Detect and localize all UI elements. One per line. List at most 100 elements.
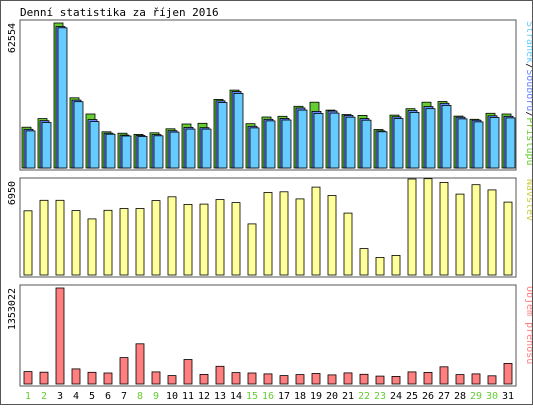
x-tick-label: 3: [57, 391, 63, 402]
bar-1-3-day-16: [265, 120, 276, 169]
x-tick-label: 25: [406, 391, 418, 402]
bar-2-1-day-8: [135, 208, 145, 276]
bar-3-1-day-4: [71, 368, 81, 385]
bar-2-1-day-11: [183, 203, 193, 276]
bar-1-3-day-29: [473, 121, 484, 169]
y-max-label: 1353022: [7, 288, 18, 330]
x-tick-label: 27: [438, 391, 450, 402]
bar-3-1-day-16: [263, 373, 273, 385]
bar-2-1-day-30: [487, 189, 497, 276]
bar-1-3-day-19: [313, 113, 324, 169]
x-tick-label: 15: [246, 391, 258, 402]
bar-3-1-day-26: [423, 371, 433, 385]
x-tick-label: 18: [294, 391, 306, 402]
bar-2-1-day-5: [87, 218, 97, 276]
chart-panels: 62554Stránek/Souborů/Přístupů6950Návštěv…: [7, 19, 533, 387]
bar-2-1-day-29: [471, 184, 481, 276]
bar-1-3-day-12: [201, 128, 212, 169]
bar-3-1-day-22: [359, 373, 369, 385]
bar-1-3-day-14: [233, 93, 244, 169]
bar-2-1-day-14: [231, 202, 241, 276]
bar-1-3-day-3: [57, 27, 68, 169]
bar-2-1-day-23: [375, 256, 385, 276]
x-tick-label: 22: [358, 391, 370, 402]
bar-2-1-day-1: [23, 210, 33, 276]
bar-3-1-day-20: [327, 374, 337, 385]
bar-2-1-day-18: [295, 198, 305, 276]
x-tick-label: 7: [121, 391, 127, 402]
bar-3-1-day-7: [119, 357, 129, 385]
panel-1: 62554 Stránek/Souborů/Přístupů: [7, 19, 533, 171]
x-tick-label: 17: [278, 391, 290, 402]
series-legend-label: Stránek/Souborů/Přístupů: [524, 21, 532, 166]
series-legend-label: Objem přenosu: [524, 286, 532, 364]
bar-1-3-day-21: [345, 116, 356, 169]
legend-part: Objem přenosu: [524, 286, 532, 364]
bar-3-1-day-23: [375, 375, 385, 385]
bar-2-1-day-2: [39, 199, 49, 276]
x-tick-label: 30: [486, 391, 498, 402]
bar-1-3-day-17: [281, 119, 292, 169]
x-tick-label: 9: [153, 391, 159, 402]
bar-3-1-day-19: [311, 373, 321, 385]
bar-3-1-day-14: [231, 372, 241, 385]
x-tick-label: 6: [105, 391, 111, 402]
x-axis-labels: 1 2 3 4 5 6 7 8 9 10 11 12 13 14 15 16 17 18 19 20 21 22 23 24 2…: [25, 391, 514, 402]
bar-1-3-day-20: [329, 112, 340, 169]
legend-part: /: [524, 63, 532, 69]
x-tick-label: 2: [41, 391, 47, 402]
bar-1-3-day-31: [505, 117, 516, 169]
bar-1-3-day-24: [393, 118, 404, 169]
bar-3-1-day-3: [55, 287, 65, 385]
bar-3-1-day-8: [135, 343, 145, 385]
bar-3-1-day-30: [487, 375, 497, 385]
bar-1-3-day-25: [409, 112, 420, 169]
x-tick-label: 16: [262, 391, 274, 402]
legend-part: Přístupů: [524, 117, 532, 165]
panel-3: 1353022 Objem přenosu: [7, 284, 533, 387]
x-tick-label: 13: [214, 391, 226, 402]
bar-3-1-day-31: [503, 362, 513, 385]
bar-3-1-day-15: [247, 372, 257, 385]
legend-part: Souborů: [524, 69, 532, 111]
y-max-label: 62554: [7, 23, 18, 53]
bar-3-1-day-12: [199, 373, 209, 385]
bar-3-1-day-1: [23, 371, 33, 385]
x-tick-label: 10: [166, 391, 178, 402]
x-tick-label: 1: [25, 391, 31, 402]
bar-2-1-day-17: [279, 191, 289, 276]
bar-3-1-day-28: [455, 374, 465, 385]
legend-part: /: [524, 111, 532, 117]
bar-1-3-day-5: [89, 121, 100, 169]
bar-1-3-day-27: [441, 105, 452, 169]
x-tick-label: 29: [470, 391, 482, 402]
chart-title: Denní statistika za říjen 2016: [20, 6, 219, 19]
bar-2-1-day-15: [247, 223, 257, 276]
x-tick-label: 19: [310, 391, 322, 402]
bar-1-3-day-1: [25, 130, 36, 169]
x-tick-label: 31: [502, 391, 514, 402]
bar-3-1-day-9: [151, 371, 161, 385]
bar-2-1-day-31: [503, 201, 513, 276]
bar-2-1-day-25: [407, 178, 417, 276]
bar-1-3-day-22: [361, 119, 372, 169]
bar-1-3-day-28: [457, 118, 468, 169]
bar-3-1-day-18: [295, 374, 305, 385]
bar-2-1-day-22: [359, 248, 369, 276]
bar-1-3-day-8: [137, 136, 148, 169]
bar-2-1-day-19: [311, 186, 321, 276]
x-tick-label: 23: [374, 391, 386, 402]
bar-1-3-day-23: [377, 131, 388, 169]
x-tick-label: 14: [230, 391, 242, 402]
bar-3-1-day-5: [87, 371, 97, 385]
bar-2-1-day-12: [199, 203, 209, 276]
bar-3-1-day-2: [39, 371, 49, 385]
series-legend-label: Návštěv: [524, 179, 532, 221]
x-tick-label: 20: [326, 391, 338, 402]
bar-3-1-day-10: [167, 375, 177, 385]
bar-2-1-day-10: [167, 196, 177, 276]
bar-1-3-day-15: [249, 127, 260, 169]
x-tick-label: 8: [137, 391, 143, 402]
bar-1-3-day-7: [121, 135, 132, 169]
